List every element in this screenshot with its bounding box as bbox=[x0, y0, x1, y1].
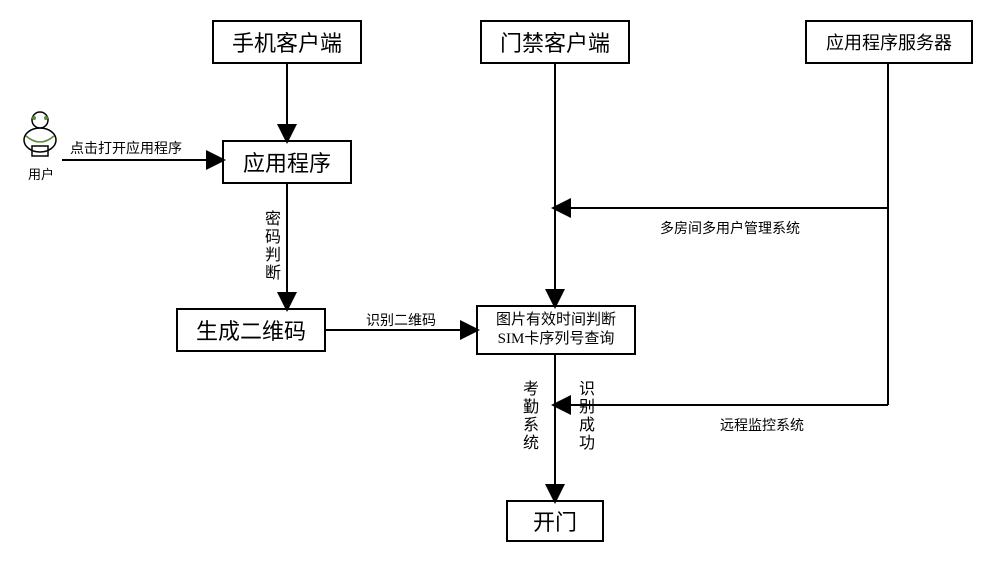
access-client-box: 门禁客户端 bbox=[480, 20, 630, 64]
validation-line1: 图片有效时间判断 bbox=[496, 311, 616, 331]
application-label: 应用程序 bbox=[243, 146, 331, 178]
application-box: 应用程序 bbox=[222, 140, 352, 184]
app-server-box: 应用程序服务器 bbox=[805, 20, 973, 64]
open-door-label: 开门 bbox=[533, 505, 577, 537]
attendance-label: 考勤系统 bbox=[516, 380, 540, 452]
password-check-label: 密码判断 bbox=[258, 210, 282, 282]
validation-line2: SIM卡序列号查询 bbox=[498, 330, 615, 350]
edges-svg bbox=[0, 0, 1000, 566]
mobile-client-label: 手机客户端 bbox=[232, 26, 342, 58]
click-open-label: 点击打开应用程序 bbox=[70, 138, 182, 158]
remote-monitor-label: 远程监控系统 bbox=[720, 415, 804, 435]
generate-qr-label: 生成二维码 bbox=[196, 314, 306, 346]
recognize-success-label: 识别成功 bbox=[572, 380, 596, 452]
recognize-qr-label: 识别二维码 bbox=[366, 310, 436, 330]
multi-room-label: 多房间多用户管理系统 bbox=[660, 218, 800, 238]
app-server-label: 应用程序服务器 bbox=[826, 29, 952, 55]
access-client-label: 门禁客户端 bbox=[500, 26, 610, 58]
generate-qr-box: 生成二维码 bbox=[176, 308, 326, 352]
user-label: 用户 bbox=[28, 164, 54, 183]
mobile-client-box: 手机客户端 bbox=[212, 20, 362, 64]
validation-box: 图片有效时间判断 SIM卡序列号查询 bbox=[476, 305, 636, 355]
open-door-box: 开门 bbox=[506, 500, 604, 542]
